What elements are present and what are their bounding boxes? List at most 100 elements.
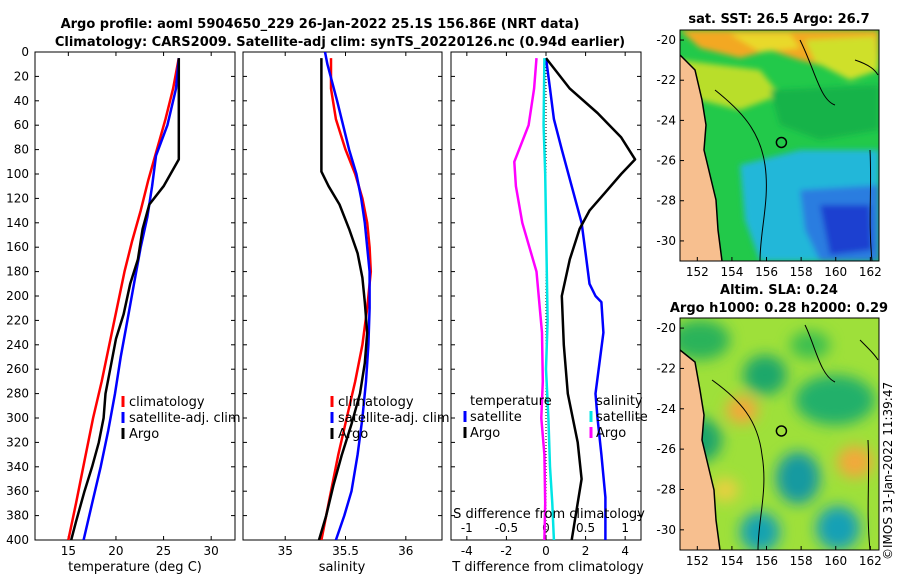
x-tick-label: 30: [204, 544, 219, 558]
sst-coastline: [680, 54, 723, 261]
sla-eddy: [776, 452, 820, 504]
map-lon-label: 158: [790, 265, 813, 279]
sst-warm-patch: [730, 34, 800, 52]
depth-tick-label: 300: [6, 411, 29, 425]
map-lon-label: 156: [755, 554, 778, 568]
map-lon-label: 154: [720, 554, 743, 568]
depth-tick-label: 320: [6, 435, 29, 449]
depth-tick-label: 0: [21, 45, 29, 59]
depth-tick-label: 60: [14, 118, 29, 132]
legend-t-satellite-label: satellite: [470, 410, 522, 425]
map-lon-label: 158: [790, 554, 813, 568]
series-temperature-satellite: [544, 57, 607, 540]
series-argo: [317, 58, 369, 540]
sla-map-axes: 152 154 156 158 160 162 -20 -22 -24 -26 -28 -30: [656, 321, 881, 568]
map-lon-label: 160: [824, 554, 847, 568]
salinity-xlabel: salinity: [319, 560, 366, 575]
sst-map-axes: 152 154 156 158 160 162 -20 -22 -24 -26 -28 -30: [656, 33, 881, 279]
sla-east-contour: [867, 439, 871, 550]
x-tick-label: 25: [156, 544, 171, 558]
series-satellite-adj-clim: [82, 57, 181, 540]
legend-s-argo-label: Argo: [596, 426, 626, 441]
depth-tick-label: 180: [6, 265, 29, 279]
sla-map-title: Altim. SLA: 0.24: [720, 283, 838, 298]
depth-tick-label: 400: [6, 533, 29, 547]
map-lat-label: -20: [656, 321, 676, 335]
difference-legend: temperature satellite Argo salinity sate…: [463, 394, 648, 441]
legend-satellite-label: satellite-adj. clim: [129, 411, 241, 426]
map-lat-label: -24: [656, 113, 676, 127]
depth-tick-label: 220: [6, 313, 29, 327]
sst-shelf-contour: [714, 89, 767, 261]
map-lat-label: -26: [656, 442, 676, 456]
difference-xlabel: T difference from climatology: [451, 560, 644, 575]
x-tick-label: 15: [61, 544, 76, 558]
x-tick-label: 2: [582, 544, 590, 558]
difference-xlabel-top: S difference from climatology: [453, 507, 645, 522]
map-lon-label: 156: [755, 265, 778, 279]
depth-tick-label: 240: [6, 338, 29, 352]
depth-tick-label: 200: [6, 289, 29, 303]
x-tick-label: 4: [621, 544, 629, 558]
x-tick-label: 0: [542, 544, 550, 558]
sst-map-title: sat. SST: 26.5 Argo: 26.7: [688, 12, 869, 27]
sla-warm-anomaly: [711, 478, 739, 502]
map-lat-label: -26: [656, 154, 676, 168]
series-argo: [69, 58, 181, 540]
map-lat-label: -30: [656, 234, 676, 248]
legend-argo-label: Argo: [129, 427, 159, 442]
depth-tick-label: 260: [6, 362, 29, 376]
sst-yellow-green-region: [680, 60, 780, 110]
sla-map: [680, 318, 879, 550]
sst-green-region: [770, 85, 879, 140]
sla-map-frame: [679, 317, 880, 551]
map-lon-label: 152: [686, 554, 709, 568]
x-tick-label: 20: [108, 544, 123, 558]
depth-tick-label: 20: [14, 69, 29, 83]
sst-map-frame: [679, 29, 880, 262]
depth-tick-label: 140: [6, 216, 29, 230]
legend-temperature-title: temperature: [470, 394, 552, 409]
legend-salinity-title: salinity: [596, 394, 643, 409]
sla-eddy: [740, 512, 780, 550]
depth-tick-label: 380: [6, 509, 29, 523]
map-lon-label: 162: [859, 265, 882, 279]
salinity-legend: climatology satellite-adj. clim Argo: [330, 395, 450, 442]
legend-climatology-label: climatology: [129, 395, 205, 410]
depth-tick-label: 160: [6, 240, 29, 254]
legend-climatology-label: climatology: [338, 395, 414, 410]
sla-reef-contour: [804, 324, 879, 383]
sla-warm-anomaly: [726, 396, 758, 424]
temperature-chart: 15 20 25 30: [35, 51, 235, 558]
series-satellite-adj-clim: [323, 52, 371, 540]
sst-yellow-patch: [805, 36, 879, 80]
salinity-panel: [242, 51, 443, 541]
map-lat-label: -20: [656, 33, 676, 47]
map-lat-label: -24: [656, 402, 676, 416]
title-line-1: Argo profile: aoml 5904650_229 26-Jan-20…: [61, 17, 580, 32]
legend-satellite-label: satellite-adj. clim: [338, 411, 450, 426]
salinity-chart: 35 35.5 36: [243, 51, 442, 558]
s-diff-tick-label: -0.5: [495, 521, 518, 535]
sla-field: [680, 320, 875, 550]
sla-map-subtitle: Argo h1000: 0.28 h2000: 0.29: [670, 301, 888, 316]
series-salinity-satellite: [542, 58, 556, 540]
series-climatology: [320, 58, 373, 540]
difference-chart: -4 -2 0 2 4 -1 -0.5 0 0.5 1: [451, 51, 641, 558]
sla-shelf-contour: [711, 379, 765, 550]
legend-argo-label: Argo: [338, 427, 368, 442]
x-tick-label: 35.5: [332, 544, 359, 558]
s-diff-tick-label: 0.5: [576, 521, 595, 535]
sst-map: [680, 30, 879, 261]
depth-tick-label: 80: [14, 143, 29, 157]
series-climatology: [67, 57, 181, 540]
argo-position-marker: [775, 136, 788, 149]
s-diff-tick-label: 0: [542, 521, 550, 535]
x-tick-label: 36: [398, 544, 413, 558]
series-temperature-argo: [545, 57, 637, 540]
legend-t-argo-label: Argo: [470, 426, 500, 441]
depth-tick-label: 40: [14, 94, 29, 108]
temperature-panel: [34, 51, 236, 541]
sla-coastline: [680, 349, 721, 550]
argo-position-marker: [775, 425, 788, 437]
